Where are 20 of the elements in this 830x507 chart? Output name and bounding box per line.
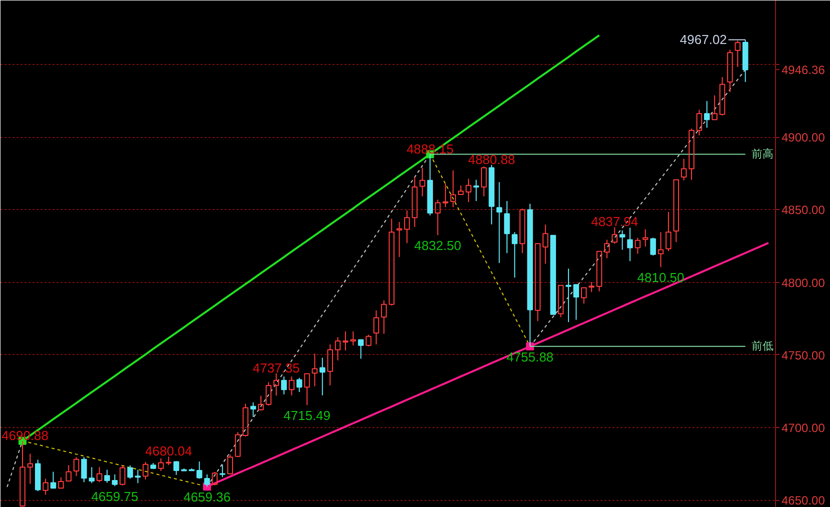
annotation: 4880.88 (468, 152, 516, 167)
annotation: 4810.50 (637, 270, 684, 286)
annotation: 4967.02 (680, 32, 727, 48)
y-tick-label: 4850.00 (782, 203, 826, 218)
annotation: 4737.35 (252, 360, 300, 376)
y-tick-label: 4700.00 (782, 421, 826, 436)
y-tick-label: 4900.00 (782, 130, 826, 145)
annotation: 4837.94 (591, 214, 638, 230)
annotation: 4659.75 (91, 489, 138, 504)
y-tick-label: 4800.00 (782, 276, 826, 290)
y-tick-label: 4750.00 (782, 348, 826, 362)
annotation: 4715.49 (284, 408, 331, 424)
y-tick-label: 4650.00 (782, 494, 826, 507)
ref-line-label: 前高 (752, 147, 774, 160)
annotation: 4659.36 (184, 490, 231, 505)
annotation: 4832.50 (414, 238, 462, 254)
ref-line-label: 前低 (752, 340, 774, 352)
annotation: 4680.04 (145, 444, 192, 459)
annotation: 4755.88 (506, 349, 554, 364)
y-tick-label: 4946.36 (782, 63, 826, 78)
